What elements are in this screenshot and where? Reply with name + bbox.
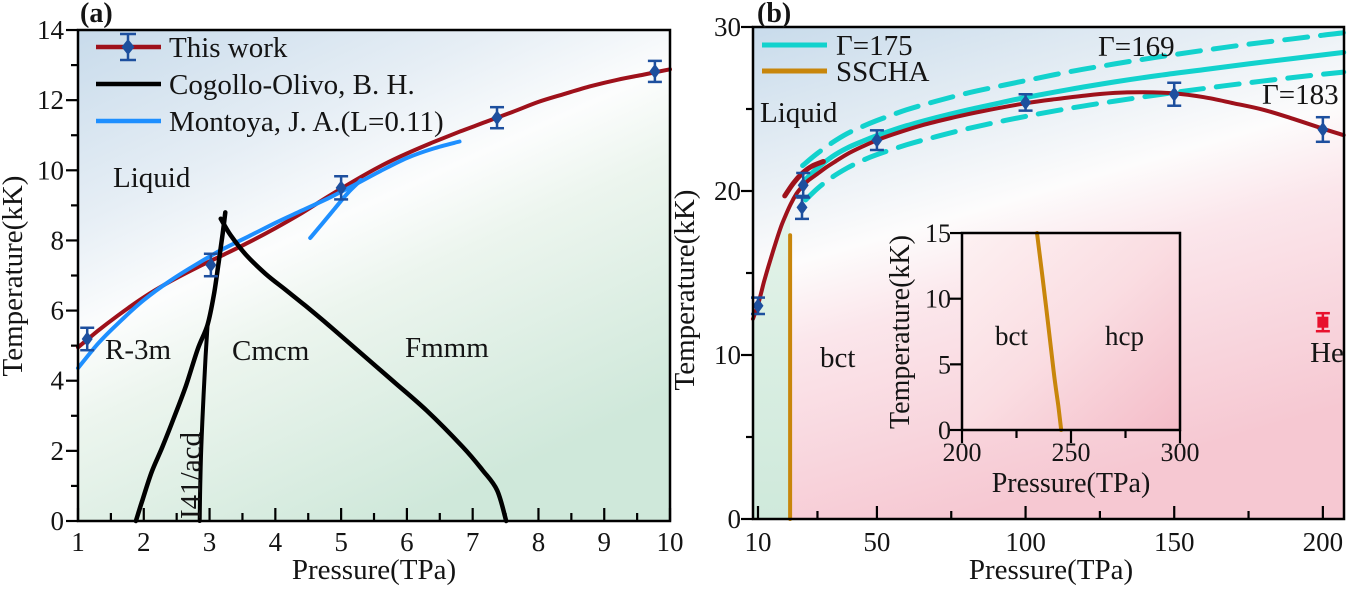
x-tick-label: 150: [1154, 527, 1195, 557]
phase-label-bct-b: bct: [820, 342, 855, 374]
phase-label-i41acd: I41/acd: [175, 432, 207, 519]
y-tick-label: 8: [51, 225, 65, 255]
panel-b-green-region: [753, 205, 790, 519]
x-tick-label: 250: [1052, 438, 1091, 467]
y-tick-label: 2: [51, 436, 65, 466]
x-tick-label: 100: [1005, 527, 1046, 557]
x-tick-label: 5: [334, 527, 348, 557]
y-tick-label: 0: [728, 504, 742, 534]
phase-label-r3m: R-3m: [105, 334, 172, 366]
x-tick-label: 9: [597, 527, 611, 557]
gamma-183-dashed: [803, 69, 1347, 203]
panel-a-background: [78, 30, 670, 521]
y-tick-label: 15: [925, 219, 951, 248]
cogollo-olivo-i41acd-boundary: [197, 322, 210, 523]
legend-label-gamma175: Γ=175: [836, 30, 913, 62]
x-tick-label: 200: [943, 438, 982, 467]
phase-label-fmmm: Fmmm: [405, 332, 489, 364]
curve-label-gamma169: Γ=169: [1098, 31, 1175, 63]
legend-diamond-marker: [121, 39, 135, 55]
y-tick-label: 20: [714, 176, 741, 206]
y-tick-label: 10: [925, 285, 951, 314]
this-work-points: [795, 194, 810, 221]
this-work-points: [647, 59, 662, 84]
inset-background: [962, 233, 1180, 430]
inset-ylabel: Temperature(kK): [885, 235, 916, 429]
panel-b-inset: 200 250 300 0 5 10 15 bct hcp Pressure(TPa) Te…: [885, 219, 1200, 499]
x-tick-label: 10: [745, 527, 772, 557]
inset-curves: [1034, 231, 1064, 432]
panel-b-curves: [750, 30, 1347, 521]
x-tick-label: 300: [1161, 438, 1200, 467]
this-work-points: [1315, 115, 1330, 144]
x-tick-label: 7: [466, 527, 480, 557]
y-tick-label: 10: [37, 155, 64, 185]
panel-b-xlabel: Pressure(TPa): [969, 554, 1133, 586]
legend-label-sscha: SSCHA: [836, 56, 930, 88]
curve-label-gamma183: Γ=183: [1262, 79, 1339, 111]
cogollo-olivo-r3m-boundary: [133, 210, 228, 524]
inset-label-bct: bct: [995, 321, 1028, 351]
gamma-169-dashed: [800, 30, 1347, 169]
y-tick-label: 14: [37, 15, 65, 45]
x-tick-label: 6: [400, 527, 414, 557]
y-tick-label: 4: [51, 366, 65, 396]
this-work-points: [334, 175, 349, 201]
panel-b-ylabel: Temperature(kK): [669, 190, 701, 391]
inset-label-hcp: hcp: [1105, 321, 1144, 351]
x-tick-label: 200: [1303, 527, 1344, 557]
x-tick-label: 1: [71, 527, 85, 557]
y-tick-label: 12: [37, 85, 64, 115]
y-tick-label: 5: [938, 350, 951, 379]
montoya-melting-line: [76, 139, 462, 371]
x-tick-label: 10: [657, 527, 684, 557]
cogollo-olivo-cmcm-fmmm-boundary: [218, 216, 509, 524]
sscha-bct-hcp-boundary: [1034, 231, 1064, 432]
phase-label-liquid-b: Liquid: [760, 97, 838, 129]
point-label-he: He: [1310, 337, 1344, 369]
panel-a-xlabel: Pressure(TPa): [292, 554, 456, 586]
panel-b-tag: (b): [757, 0, 791, 29]
panel-b-legend: Γ=175 SSCHA: [762, 30, 930, 88]
this-work-points: [869, 129, 884, 152]
y-tick-label: 30: [714, 12, 741, 42]
this-work-points: [80, 326, 95, 352]
phase-label-liquid-a: Liquid: [113, 162, 191, 194]
y-tick-label: 0: [51, 506, 65, 536]
this-work-points: [1018, 92, 1033, 112]
x-tick-label: 2: [137, 527, 151, 557]
x-tick-label: 4: [269, 527, 283, 557]
panel-a-tag: (a): [80, 0, 113, 29]
x-tick-label: 8: [532, 527, 546, 557]
this-work-points: [203, 252, 218, 278]
y-tick-label: 0: [938, 416, 951, 445]
this-work-points: [1167, 81, 1182, 107]
inset-xlabel: Pressure(TPa): [992, 468, 1151, 499]
gamma-175-solid: [803, 49, 1347, 183]
panel-a-ylabel: Temperature(kK): [0, 176, 29, 377]
legend-label-this-work: This work: [169, 32, 288, 64]
this-work-points: [796, 171, 811, 199]
y-tick-label: 6: [51, 296, 65, 326]
x-tick-label: 3: [203, 527, 217, 557]
legend-label-montoya: Montoya, J. A.(L=0.11): [169, 106, 444, 138]
helium-point: [1315, 311, 1330, 333]
inset-ticks: 200 250 300 0 5 10 15: [925, 219, 1200, 467]
phase-label-cmcm: Cmcm: [232, 335, 310, 367]
legend-label-cogollo: Cogollo-Olivo, B. H.: [169, 69, 415, 101]
montoya-branch: [308, 178, 363, 240]
x-tick-label: 50: [863, 527, 890, 557]
panel-a-curves: [76, 59, 672, 524]
y-tick-label: 10: [714, 340, 741, 370]
this-work-points: [490, 105, 505, 130]
panel-a-legend: This work Cogollo-Olivo, B. H. Montoya, …: [96, 32, 444, 138]
